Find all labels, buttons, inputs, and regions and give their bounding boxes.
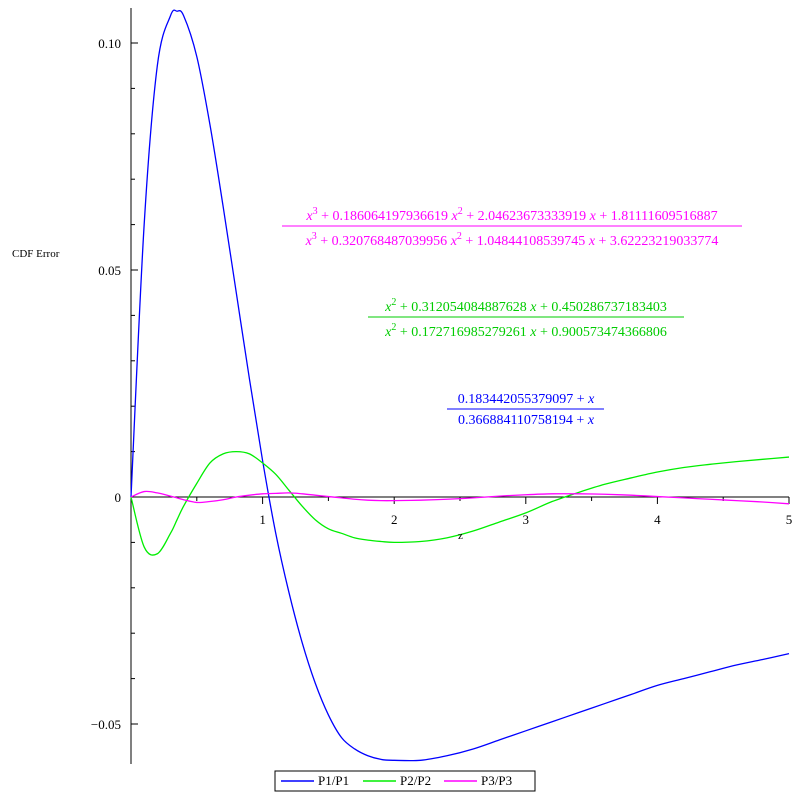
series-line-p1-p1 — [130, 9, 790, 762]
legend: P1/P1 P2/P2 P3/P3 — [274, 770, 536, 792]
fraction-numerator: x3​ + 0.186064197936619 x2​ + 2.04623673… — [305, 206, 717, 224]
fraction-denominator: x3​ + 0.320768487039956 x2​ + 1.04844108… — [305, 231, 719, 249]
axes: 1 2 3 4 5 0.10 0.05 0 −0.05 — [91, 8, 792, 764]
y-tick-label: −0.05 — [91, 717, 121, 732]
series-line-p3-p3 — [130, 490, 790, 505]
legend-label: P2/P2 — [400, 773, 431, 788]
x-tick-label: 3 — [523, 512, 530, 527]
annotation-fraction: x3​ + 0.186064197936619 x2​ + 2.04623673… — [282, 206, 742, 249]
annotation-layer: x3​ + 0.186064197936619 x2​ + 2.04623673… — [282, 206, 742, 428]
y-axis-label: CDF Error — [12, 248, 60, 260]
x-tick-label: 2 — [391, 512, 398, 527]
annotation-fraction: 0.183442055379097 + x 0.366884110758194 +… — [447, 392, 604, 428]
legend-label: P3/P3 — [481, 773, 512, 788]
y-tick-label: 0.05 — [98, 263, 121, 278]
legend-label: P1/P1 — [318, 773, 349, 788]
x-tick-label: 1 — [259, 512, 266, 527]
x-axis-label: z — [458, 530, 463, 542]
series-line-p2-p2 — [130, 450, 790, 556]
annotation-fraction: x2​ + 0.312054084887628 x + 0.4502867371… — [368, 297, 684, 340]
series-layer — [130, 9, 790, 762]
x-tick-label: 4 — [654, 512, 661, 527]
fraction-denominator: 0.366884110758194 + x — [458, 413, 595, 428]
y-tick-label: 0 — [115, 490, 122, 505]
x-tick-label: 5 — [786, 512, 793, 527]
fraction-numerator: x2​ + 0.312054084887628 x + 0.4502867371… — [384, 297, 667, 315]
fraction-numerator: 0.183442055379097 + x — [458, 392, 595, 407]
legend-box — [274, 770, 536, 792]
fraction-denominator: x2​ + 0.172716985279261 x + 0.9005734743… — [384, 322, 667, 340]
y-tick-label: 0.10 — [98, 36, 121, 51]
